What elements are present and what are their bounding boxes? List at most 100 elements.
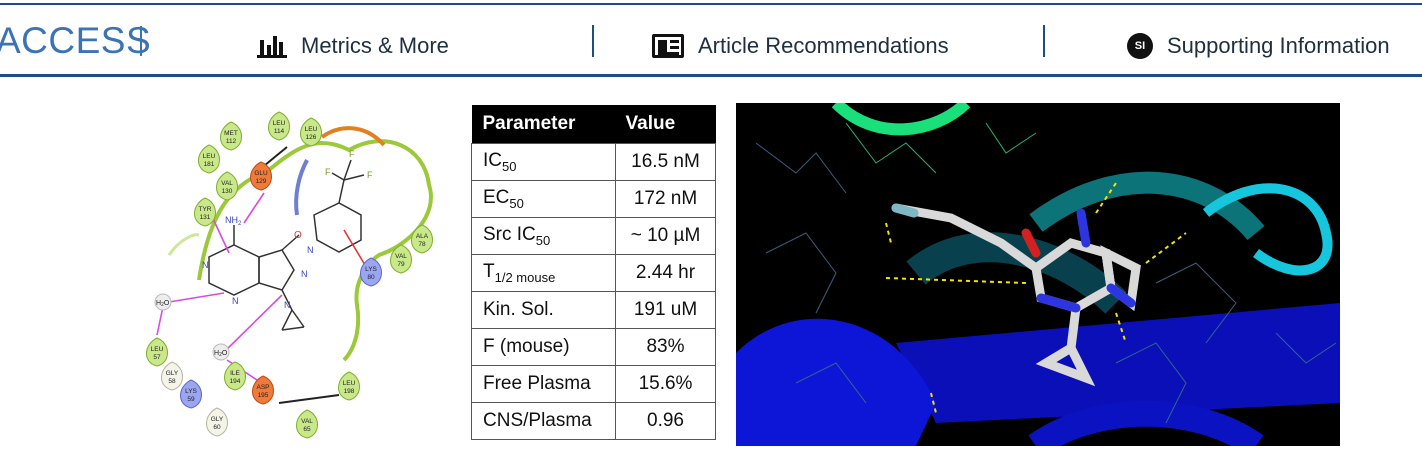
docking-pose-render [736,103,1340,446]
residue-name: VAL [395,253,407,260]
tab-separator [592,25,594,57]
residue-name: GLY [211,416,224,423]
nitrogen-label: N [232,296,239,306]
oxygen-label: O [294,230,302,241]
residue-name: LEU [343,380,356,387]
residue-number: 195 [258,392,269,399]
residue-name: GLY [166,370,179,377]
residue-name: TYR [199,206,212,213]
residue-number: 198 [344,388,355,395]
table-row: EC50 172 nM [471,179,716,218]
value-cell: 191 uM [615,290,716,329]
water-label: H2O [214,350,228,358]
value-cell: 16.5 nM [615,142,716,181]
table-row: Free Plasma 15.6% [471,364,716,403]
fluorine-label: F [349,149,355,159]
parameter-cell: T1/2 mouse [471,253,616,292]
table-row: CNS/Plasma 0.96 [471,401,716,440]
metrics-more-tab[interactable]: Metrics & More [257,31,449,61]
value-cell: 172 nM [615,179,716,218]
supporting-information-label: Supporting Information [1167,33,1390,58]
residue-number: 129 [256,178,267,185]
residue-number: 194 [230,378,241,385]
article-icon [652,34,684,58]
residue-number: 130 [222,188,233,195]
water-label: H2O [156,300,170,308]
toolbar-top-border [0,3,1422,5]
fluorine-label: F [367,170,373,180]
access-divider [140,26,142,56]
interaction-diagram-svg: NH2 N N N N N O F F F H2O H2O MET112LEU1… [146,111,433,439]
table-row: T1/2 mouse 2.44 hr [471,253,716,292]
residue-name: LEU [305,126,318,133]
residue-number: 80 [367,274,375,281]
parameter-header: Parameter [471,105,616,143]
value-header: Value [615,105,716,143]
docking-render-svg [736,103,1340,446]
residue-name: LEU [203,153,216,160]
nitrogen-label: N [202,260,209,270]
residue-number: 60 [213,424,221,431]
value-cell: 15.6% [615,364,716,403]
parameter-cell: IC50 [471,142,616,181]
table-header-row: Parameter Value [471,105,716,143]
amine-label: NH2 [225,215,242,227]
residue-name: ALA [416,233,429,240]
si-icon: SI [1127,33,1153,59]
table-row: Kin. Sol. 191 uM [471,290,716,329]
value-cell: 83% [615,327,716,366]
parameter-cell: Src IC50 [471,216,616,255]
parameter-cell: Free Plasma [471,364,616,403]
residue-number: 114 [274,128,285,135]
value-cell: ~ 10 µM [615,216,716,255]
table-row: Src IC50 ~ 10 µM [471,216,716,255]
table-row: IC50 16.5 nM [471,142,716,181]
residue-number: 126 [306,134,317,141]
residue-name: LYS [185,388,197,395]
residue-name: LEU [151,346,164,353]
residue-number: 79 [397,261,405,268]
metrics-more-label: Metrics & More [301,33,449,58]
article-toolbar: ACCESS Metrics & More Article Recommenda… [0,0,1422,78]
residue-name: LYS [365,266,377,273]
bar-chart-icon [257,34,287,58]
nitrogen-label: N [301,269,308,279]
residue-number: 131 [200,214,211,221]
residue-number: 78 [418,241,426,248]
residue-number: 58 [168,378,176,385]
article-recommendations-tab[interactable]: Article Recommendations [652,31,949,61]
residue-number: 59 [187,396,195,403]
parameter-table-container: Parameter Value IC50 16.5 nM EC50 172 nM Src… [471,105,716,453]
supporting-information-tab[interactable]: SI Supporting Information [1127,31,1390,61]
table-row: F (mouse) 83% [471,327,716,366]
residue-name: GLU [254,170,268,177]
parameter-cell: Kin. Sol. [471,290,616,329]
residue-name: ASP [256,384,269,391]
parameter-cell: CNS/Plasma [471,401,616,440]
nitrogen-label: N [307,245,314,255]
tab-separator [1043,25,1045,57]
residue-number: 181 [204,161,215,168]
residue-name: ILE [230,370,240,377]
open-access-label: ACCESS [0,20,152,61]
residue-name: LEU [273,120,286,127]
nitrogen-label: N [284,300,291,310]
residue-name: VAL [221,180,233,187]
